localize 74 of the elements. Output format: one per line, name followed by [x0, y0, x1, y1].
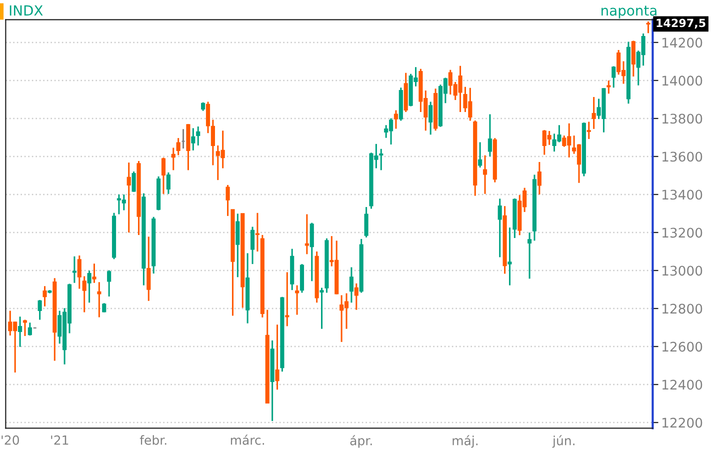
candlestick — [161, 156, 166, 195]
y-tick-label: 13000 — [662, 266, 702, 276]
candlestick — [508, 226, 512, 286]
candlestick — [304, 213, 309, 255]
candlestick — [527, 232, 532, 280]
candlestick — [42, 285, 47, 308]
candlestick — [196, 126, 200, 146]
x-tick-label: febr. — [140, 435, 166, 445]
candlestick — [488, 114, 492, 158]
candlestick — [171, 146, 176, 171]
candlestick — [132, 170, 136, 193]
candlestick — [236, 212, 240, 278]
chart-subtitle: naponta — [602, 6, 656, 18]
candlestick — [612, 65, 616, 88]
x-tick-label: '21 — [51, 435, 68, 445]
candlestick — [210, 119, 215, 166]
y-tick-label: 12600 — [662, 342, 702, 352]
y-tick-label: 12800 — [662, 304, 702, 314]
candlestick — [586, 120, 591, 140]
candlestick — [646, 20, 650, 34]
chart-title: INDX — [10, 5, 43, 16]
candlestick — [320, 287, 324, 330]
candlestick — [28, 322, 32, 336]
candlestick — [364, 206, 368, 238]
candlestick — [146, 236, 151, 302]
candlestick — [379, 148, 384, 171]
candlestick — [275, 324, 280, 390]
x-tick-label: máj. — [452, 435, 478, 448]
candlestick — [22, 318, 28, 337]
candlestick — [295, 284, 300, 316]
candlestick — [255, 212, 260, 252]
y-tick-label: 14200 — [662, 38, 702, 48]
candlestick — [87, 270, 92, 304]
candlestick — [206, 100, 210, 134]
y-tick-label: 12400 — [662, 380, 702, 390]
candlestick — [191, 127, 196, 152]
candlestick — [250, 226, 255, 265]
y-tick-label: 13200 — [662, 228, 702, 238]
candlestick — [537, 161, 542, 196]
x-tick-label: '20 — [2, 435, 19, 445]
candlestick — [354, 282, 358, 311]
candlestick — [394, 110, 398, 130]
candlestick — [107, 270, 112, 298]
candlestick — [498, 198, 502, 258]
candlestick — [102, 302, 106, 314]
candlestick — [478, 141, 482, 168]
candlestick — [18, 316, 22, 348]
x-tick-label: ápr. — [350, 435, 372, 448]
candlestick — [97, 281, 102, 318]
y-tick-label: 13600 — [662, 152, 702, 162]
candlestick — [592, 96, 596, 130]
candlestick — [285, 271, 290, 327]
candlestick — [226, 184, 230, 217]
candlestick — [92, 262, 96, 284]
x-tick-label: márc. — [230, 434, 264, 445]
candlestick — [126, 162, 131, 234]
candlestick — [176, 137, 180, 156]
candlestick — [82, 275, 86, 314]
candlestick — [166, 172, 170, 195]
y-tick-label: 13400 — [662, 190, 702, 200]
candlestick — [38, 299, 42, 320]
candlestick — [310, 222, 314, 282]
candlestick — [428, 100, 433, 136]
y-tick-label: 13800 — [662, 114, 702, 124]
y-tick-label: 12200 — [662, 418, 702, 428]
x-tick-label: jún. — [552, 435, 574, 448]
candlestick — [77, 254, 82, 290]
candlestick — [349, 266, 354, 304]
candlestick — [631, 40, 636, 78]
candlestick — [606, 80, 611, 94]
y-tick-label: 14000 — [662, 76, 702, 86]
candlestick — [72, 256, 76, 284]
text: 14297,5 — [656, 18, 706, 29]
candlestick — [482, 154, 488, 195]
